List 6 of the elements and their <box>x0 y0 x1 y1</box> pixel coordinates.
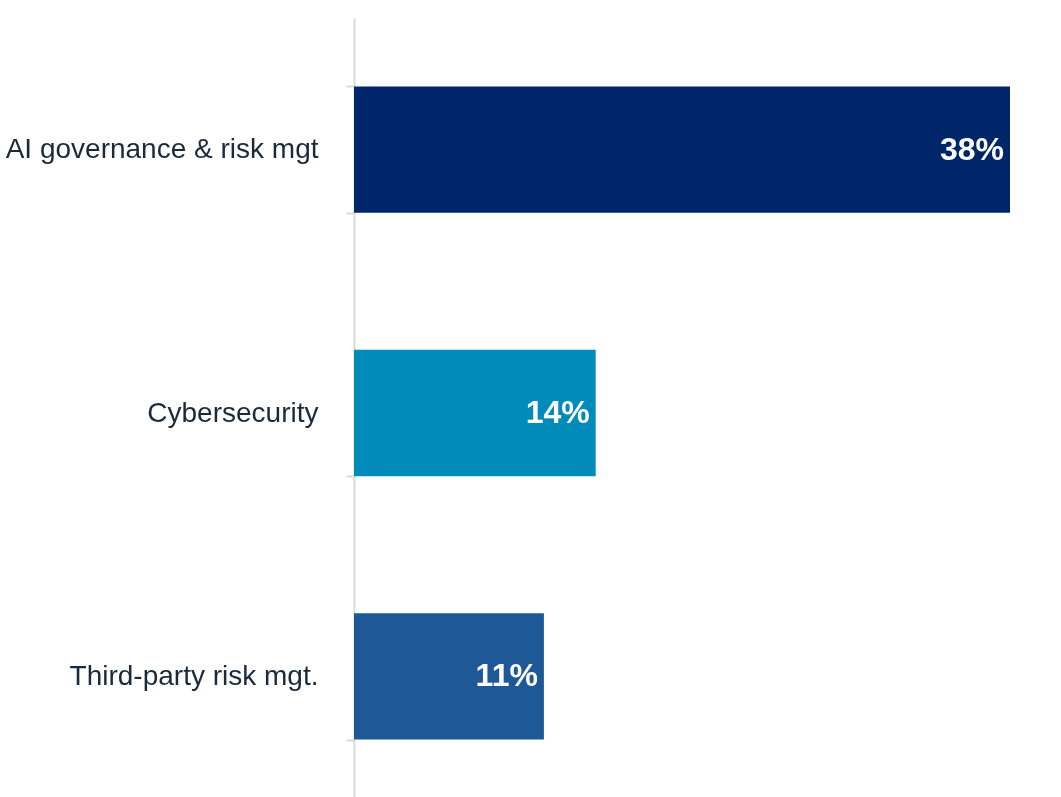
y-tick-label: Third-party risk mgt. <box>69 659 319 691</box>
data-label: 38% <box>939 130 1004 167</box>
data-label: 14% <box>525 394 590 430</box>
y-tick-label: AI governance & risk mgt <box>5 133 319 165</box>
data-label: 11% <box>475 657 538 694</box>
y-tick-label: Cybersecurity <box>147 396 319 428</box>
